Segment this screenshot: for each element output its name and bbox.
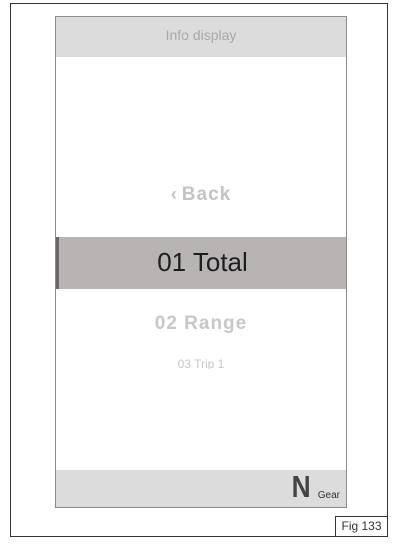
back-button[interactable]: ‹ Back xyxy=(56,184,346,206)
menu-item[interactable]: 03 Trip 1 xyxy=(56,357,346,369)
figure-frame: Info display ‹ Back 01 Total 02 Range 03 … xyxy=(10,3,388,537)
back-label: Back xyxy=(181,184,232,205)
gear-label: Gear xyxy=(317,490,340,501)
screen-title: Info display xyxy=(165,27,237,43)
menu-item-label: 03 Trip 1 xyxy=(177,357,225,369)
status-bar: N Gear xyxy=(56,469,346,507)
info-display-screen: Info display ‹ Back 01 Total 02 Range 03 … xyxy=(55,16,347,508)
chevron-left-icon: ‹ xyxy=(170,184,178,204)
menu-item-selected[interactable]: 01 Total xyxy=(56,237,346,289)
menu-item-label: 01 Total xyxy=(157,247,248,277)
figure-label: Fig 133 xyxy=(335,516,387,536)
screen-header: Info display xyxy=(56,17,346,57)
gear-indicator: N xyxy=(291,469,311,504)
menu-item[interactable]: 02 Range xyxy=(56,313,346,335)
menu-item-label: 02 Range xyxy=(154,313,248,334)
